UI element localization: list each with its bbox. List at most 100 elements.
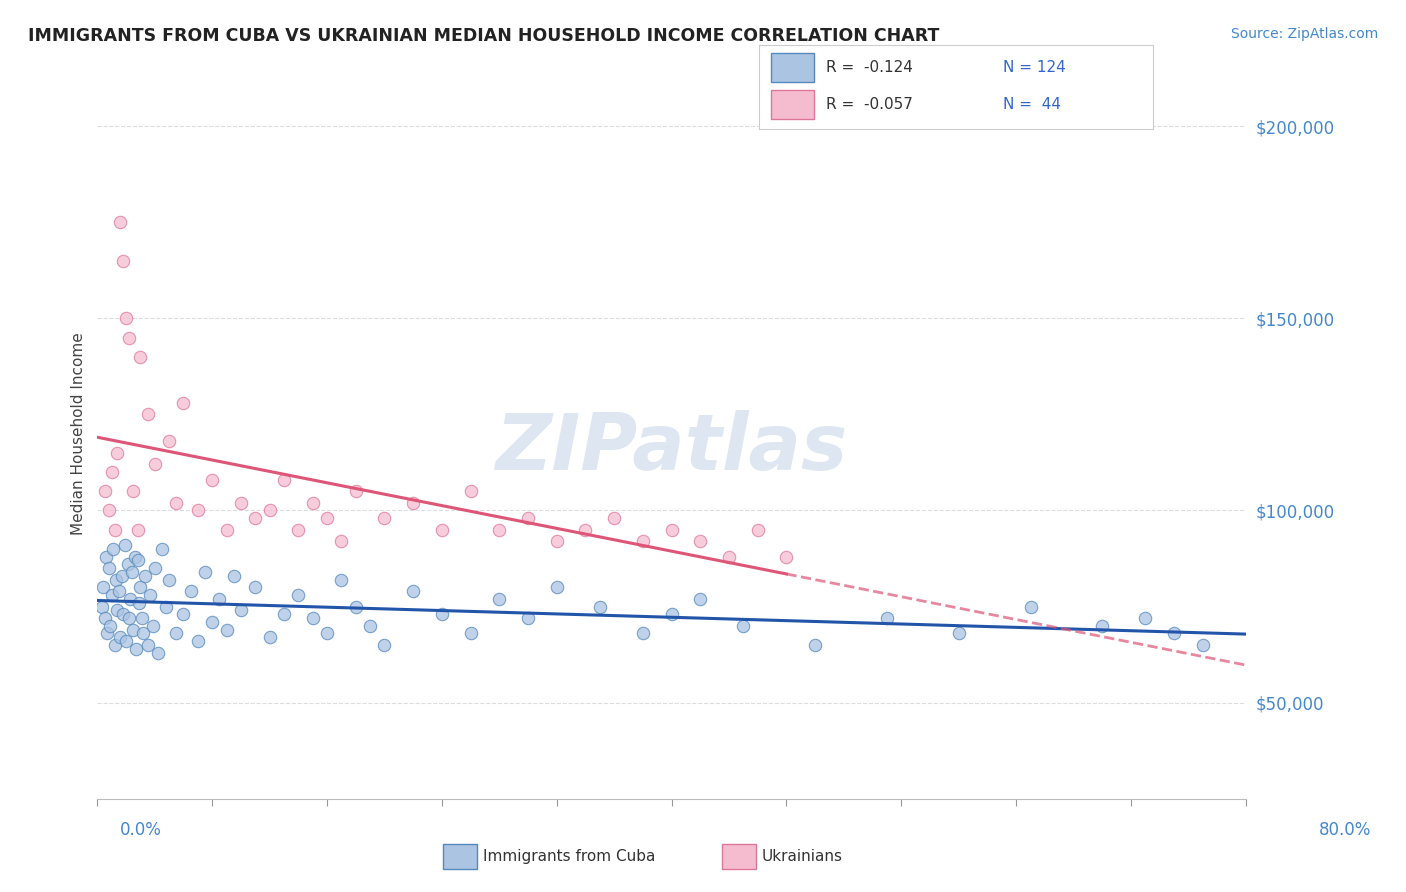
Point bbox=[344, 484, 367, 499]
Point bbox=[1163, 626, 1185, 640]
Y-axis label: Median Household Income: Median Household Income bbox=[72, 332, 86, 535]
Point bbox=[143, 561, 166, 575]
Point bbox=[127, 523, 149, 537]
Point bbox=[804, 638, 827, 652]
Point bbox=[747, 523, 769, 537]
Point bbox=[131, 611, 153, 625]
Point bbox=[96, 626, 118, 640]
Point bbox=[488, 523, 510, 537]
Point bbox=[100, 588, 122, 602]
Point bbox=[574, 523, 596, 537]
Point bbox=[1135, 611, 1157, 625]
Point bbox=[460, 626, 482, 640]
Point bbox=[157, 434, 180, 449]
Point bbox=[105, 573, 128, 587]
Point bbox=[273, 473, 295, 487]
Point bbox=[128, 596, 150, 610]
Point bbox=[488, 591, 510, 606]
Point bbox=[132, 626, 155, 640]
Point bbox=[143, 458, 166, 472]
Point bbox=[129, 580, 152, 594]
Point bbox=[94, 549, 117, 564]
FancyBboxPatch shape bbox=[770, 54, 814, 82]
Point bbox=[125, 641, 148, 656]
Point bbox=[718, 549, 741, 564]
Text: 80.0%: 80.0% bbox=[1319, 821, 1371, 838]
Point bbox=[173, 396, 195, 410]
Point bbox=[402, 584, 425, 599]
Point bbox=[112, 253, 135, 268]
Point bbox=[187, 503, 209, 517]
Point bbox=[201, 473, 224, 487]
Point bbox=[876, 611, 898, 625]
Point bbox=[97, 561, 120, 575]
Text: Ukrainians: Ukrainians bbox=[762, 849, 842, 863]
Point bbox=[118, 611, 141, 625]
Point bbox=[115, 634, 138, 648]
Point bbox=[111, 569, 134, 583]
Point bbox=[157, 573, 180, 587]
Point bbox=[100, 465, 122, 479]
Text: R =  -0.057: R = -0.057 bbox=[827, 97, 912, 112]
Point bbox=[117, 558, 139, 572]
Point bbox=[689, 534, 711, 549]
Point bbox=[136, 638, 159, 652]
Point bbox=[245, 580, 267, 594]
Point bbox=[139, 588, 162, 602]
Point bbox=[517, 511, 540, 525]
Point bbox=[208, 591, 231, 606]
Point bbox=[287, 523, 309, 537]
Point bbox=[107, 446, 129, 460]
Point bbox=[93, 484, 115, 499]
Point bbox=[107, 603, 129, 617]
Point bbox=[142, 619, 165, 633]
Point bbox=[546, 580, 568, 594]
Point bbox=[97, 503, 120, 517]
Point bbox=[661, 607, 683, 622]
Text: Immigrants from Cuba: Immigrants from Cuba bbox=[484, 849, 655, 863]
Point bbox=[1192, 638, 1215, 652]
Point bbox=[122, 484, 145, 499]
Point bbox=[121, 565, 143, 579]
Point bbox=[373, 638, 395, 652]
Point bbox=[373, 511, 395, 525]
Point bbox=[430, 523, 453, 537]
Point bbox=[103, 523, 125, 537]
Point bbox=[215, 523, 238, 537]
Text: ZIPatlas: ZIPatlas bbox=[495, 410, 848, 486]
Point bbox=[127, 553, 149, 567]
Point bbox=[165, 496, 187, 510]
Point bbox=[187, 634, 209, 648]
Point bbox=[90, 599, 112, 614]
Text: Source: ZipAtlas.com: Source: ZipAtlas.com bbox=[1230, 27, 1378, 41]
Point bbox=[460, 484, 482, 499]
Point bbox=[1091, 619, 1114, 633]
Point bbox=[103, 638, 125, 652]
Point bbox=[146, 646, 169, 660]
Point bbox=[316, 626, 339, 640]
Point bbox=[344, 599, 367, 614]
Point bbox=[631, 534, 654, 549]
Point bbox=[689, 591, 711, 606]
Point bbox=[402, 496, 425, 510]
Point bbox=[259, 630, 281, 644]
FancyBboxPatch shape bbox=[443, 844, 477, 869]
FancyBboxPatch shape bbox=[770, 90, 814, 120]
Point bbox=[110, 215, 132, 229]
Point bbox=[287, 588, 309, 602]
Point bbox=[661, 523, 683, 537]
Point bbox=[301, 496, 323, 510]
Point bbox=[155, 599, 177, 614]
Point bbox=[589, 599, 612, 614]
Point bbox=[273, 607, 295, 622]
Point bbox=[546, 534, 568, 549]
Point bbox=[229, 496, 252, 510]
Text: IMMIGRANTS FROM CUBA VS UKRAINIAN MEDIAN HOUSEHOLD INCOME CORRELATION CHART: IMMIGRANTS FROM CUBA VS UKRAINIAN MEDIAN… bbox=[28, 27, 939, 45]
Point bbox=[129, 350, 152, 364]
Text: N =  44: N = 44 bbox=[1004, 97, 1062, 112]
Point bbox=[120, 591, 142, 606]
Point bbox=[115, 311, 138, 326]
Point bbox=[118, 330, 141, 344]
Point bbox=[124, 549, 146, 564]
Point bbox=[150, 541, 173, 556]
